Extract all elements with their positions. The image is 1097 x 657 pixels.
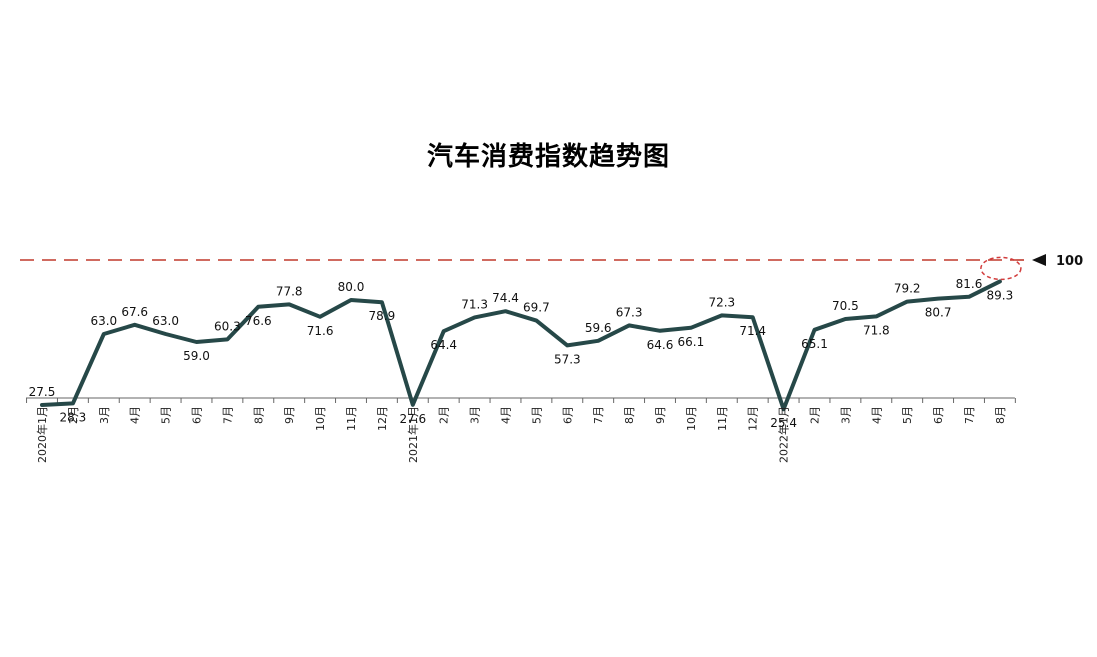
data-label: 64.6 (647, 338, 674, 352)
data-label: 71.3 (461, 297, 488, 311)
x-axis (26, 397, 1016, 403)
x-tick-label: 9月 (283, 406, 296, 424)
data-label: 79.2 (894, 282, 921, 296)
x-tick-label: 3月 (839, 406, 852, 424)
data-label: 27.6 (399, 412, 426, 426)
data-label: 66.1 (678, 335, 705, 349)
data-label: 57.3 (554, 352, 581, 366)
x-tick-label: 9月 (654, 406, 667, 424)
chart-title: 汽车消费指数趋势图 (426, 142, 670, 172)
x-tick-label: 3月 (98, 406, 111, 424)
data-label: 71.4 (739, 324, 766, 338)
x-tick-label: 5月 (530, 406, 543, 424)
x-tick-label: 7月 (592, 406, 605, 424)
reference-line-group: 100 (20, 254, 1083, 269)
data-label: 76.6 (245, 314, 272, 328)
data-label: 80.7 (925, 306, 952, 320)
x-tick-label: 5月 (160, 406, 173, 424)
x-tick-label: 2月 (67, 406, 80, 424)
data-label: 60.3 (214, 319, 241, 333)
data-label: 28.3 (60, 410, 87, 424)
x-tick-label: 3月 (469, 406, 482, 424)
data-label: 77.8 (276, 284, 303, 298)
x-tick-label: 7月 (963, 406, 976, 424)
x-tick-label: 2021年1月 (406, 406, 420, 463)
x-tick-label: 8月 (623, 406, 636, 424)
data-label: 80.0 (338, 280, 365, 294)
data-label: 71.6 (307, 324, 334, 338)
x-tick-label: 5月 (901, 406, 914, 424)
x-tick-label: 12月 (376, 406, 389, 431)
x-tick-label: 11月 (716, 406, 729, 431)
x-tick-label: 10月 (314, 406, 327, 431)
data-label: 78.9 (369, 309, 396, 323)
data-label: 72.3 (708, 295, 735, 309)
x-tick-label: 12月 (747, 406, 760, 431)
x-tick-label: 2月 (438, 406, 451, 424)
highlight-circle (980, 256, 1022, 281)
data-label: 81.6 (956, 277, 983, 291)
x-tick-label: 4月 (870, 406, 883, 424)
x-tick-label: 7月 (221, 406, 234, 424)
data-label: 63.0 (90, 314, 117, 328)
series-line (40, 279, 1002, 412)
x-tick-label: 8月 (252, 406, 265, 424)
data-label: 63.0 (152, 314, 179, 328)
data-label: 67.3 (616, 305, 643, 319)
x-tick-label: 2020年1月 (35, 406, 49, 463)
x-tick-label: 4月 (129, 406, 142, 424)
data-label: 25.4 (770, 416, 797, 430)
data-label: 64.4 (430, 338, 457, 352)
data-label: 65.1 (801, 337, 828, 351)
data-label: 74.4 (492, 291, 519, 305)
x-tick-label: 6月 (191, 406, 204, 424)
data-label: 59.0 (183, 349, 210, 363)
data-label: 89.3 (987, 288, 1014, 302)
x-tick-label: 6月 (561, 406, 574, 424)
x-tick-labels: 2020年1月 2月 3月 4月 5月 6月 7月 8月 9月 10月 11月 12月 2021年1月 2… (35, 406, 1007, 463)
x-tick-label: 6月 (932, 406, 945, 424)
data-label: 59.6 (585, 321, 612, 335)
data-label: 67.6 (121, 305, 148, 319)
data-label: 69.7 (523, 301, 550, 315)
x-tick-label: 11月 (345, 406, 358, 431)
x-tick-label: 8月 (994, 406, 1007, 424)
x-tick-label: 10月 (685, 406, 698, 431)
series-line-group (40, 279, 1002, 412)
x-tick-label: 4月 (500, 406, 513, 424)
data-label: 27.5 (29, 385, 56, 399)
data-label: 70.5 (832, 299, 859, 313)
data-label: 71.8 (863, 323, 890, 337)
reference-line-label: 100 (1056, 254, 1083, 269)
data-labels: 27.5 28.3 63.0 67.6 63.0 59.0 60.3 76.6 77.8 71.6… (29, 256, 1022, 430)
x-tick-label: 2022年1月 (777, 406, 791, 463)
arrow-left-icon (1032, 254, 1046, 266)
x-tick-label: 2月 (809, 406, 822, 424)
